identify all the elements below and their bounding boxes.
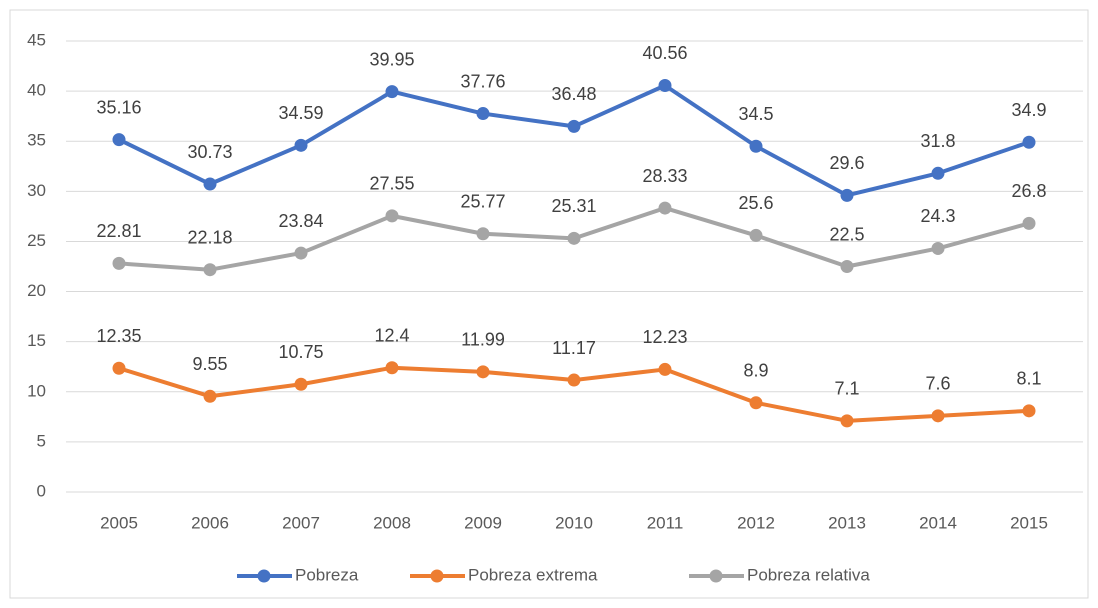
x-tick-label: 2012: [737, 513, 775, 532]
data-label: 7.6: [925, 374, 950, 394]
x-tick-label: 2015: [1010, 513, 1048, 532]
data-label: 7.1: [834, 379, 859, 399]
point: [749, 139, 763, 153]
point: [294, 246, 308, 260]
data-label: 22.18: [187, 227, 232, 247]
data-label: 28.33: [642, 166, 687, 186]
data-label: 10.75: [278, 342, 323, 362]
legend-marker: [709, 569, 723, 583]
point: [476, 365, 490, 379]
data-label: 34.59: [278, 103, 323, 123]
point: [658, 362, 672, 376]
point: [567, 373, 581, 387]
x-tick-label: 2013: [828, 513, 866, 532]
y-tick-label: 40: [27, 81, 46, 100]
data-label: 30.73: [187, 142, 232, 162]
point: [840, 260, 854, 273]
point: [476, 227, 490, 241]
x-tick-label: 2014: [919, 513, 957, 532]
data-label: 34.5: [738, 104, 773, 124]
y-tick-label: 5: [37, 431, 46, 450]
data-label: 27.55: [369, 174, 414, 194]
data-label: 40.56: [642, 43, 687, 63]
data-label: 12.4: [374, 325, 409, 345]
data-label: 39.95: [369, 49, 414, 69]
x-tick-label: 2010: [555, 513, 593, 532]
point: [203, 263, 217, 277]
x-tick-label: 2006: [191, 513, 229, 532]
legend-marker: [430, 569, 444, 583]
data-label: 31.8: [920, 131, 955, 151]
point: [658, 78, 672, 92]
point: [749, 396, 763, 410]
x-tick-label: 2011: [647, 513, 684, 532]
y-tick-label: 25: [27, 231, 46, 250]
point: [931, 409, 945, 423]
data-label: 35.16: [96, 97, 141, 117]
point: [931, 166, 945, 180]
data-label: 12.23: [642, 327, 687, 347]
point: [112, 256, 126, 270]
point: [385, 361, 399, 375]
point: [476, 107, 490, 121]
point: [749, 228, 763, 242]
point: [112, 361, 126, 375]
point: [567, 231, 581, 245]
x-tick-label: 2008: [373, 513, 411, 532]
x-tick-label: 2009: [464, 513, 502, 532]
y-tick-label: 30: [27, 181, 46, 200]
data-label: 8.9: [743, 361, 768, 381]
y-tick-label: 20: [27, 281, 46, 300]
data-label: 29.6: [829, 153, 864, 173]
y-tick-label: 35: [27, 131, 46, 150]
point: [840, 188, 854, 202]
data-label: 9.55: [192, 354, 227, 374]
data-label: 25.6: [738, 193, 773, 213]
legend-label: Pobreza relativa: [747, 565, 870, 584]
point: [203, 177, 217, 191]
y-tick-label: 0: [37, 481, 46, 500]
data-label: 25.77: [460, 191, 505, 211]
point: [112, 133, 126, 147]
point: [567, 119, 581, 133]
point: [294, 377, 308, 391]
data-label: 8.1: [1016, 369, 1041, 389]
data-label: 34.9: [1011, 100, 1046, 120]
point: [294, 138, 308, 152]
data-label: 11.17: [552, 338, 596, 358]
chart-border: [9, 9, 1089, 599]
point: [385, 85, 399, 99]
point: [1022, 216, 1036, 230]
legend-label: Pobreza extrema: [468, 565, 598, 584]
data-label: 36.48: [551, 84, 596, 104]
y-tick-label: 45: [27, 30, 46, 49]
data-label: 12.35: [96, 326, 141, 346]
x-tick-label: 2005: [100, 513, 138, 532]
y-tick-label: 15: [27, 331, 46, 350]
data-label: 23.84: [278, 211, 323, 231]
x-tick-label: 2007: [282, 513, 320, 532]
point: [1022, 404, 1036, 418]
data-label: 22.5: [829, 224, 864, 244]
data-label: 22.81: [96, 221, 141, 241]
data-label: 37.76: [460, 71, 505, 91]
data-label: 24.3: [920, 206, 955, 226]
legend-label: Pobreza: [295, 565, 359, 584]
point: [658, 201, 672, 215]
data-label: 26.8: [1011, 181, 1046, 201]
point: [385, 209, 399, 223]
data-label: 11.99: [461, 330, 505, 350]
point: [1022, 135, 1036, 149]
point: [203, 389, 217, 403]
point: [840, 414, 854, 428]
point: [931, 241, 945, 255]
data-label: 25.31: [551, 196, 596, 216]
legend-marker: [257, 569, 271, 583]
y-tick-label: 10: [27, 381, 46, 400]
